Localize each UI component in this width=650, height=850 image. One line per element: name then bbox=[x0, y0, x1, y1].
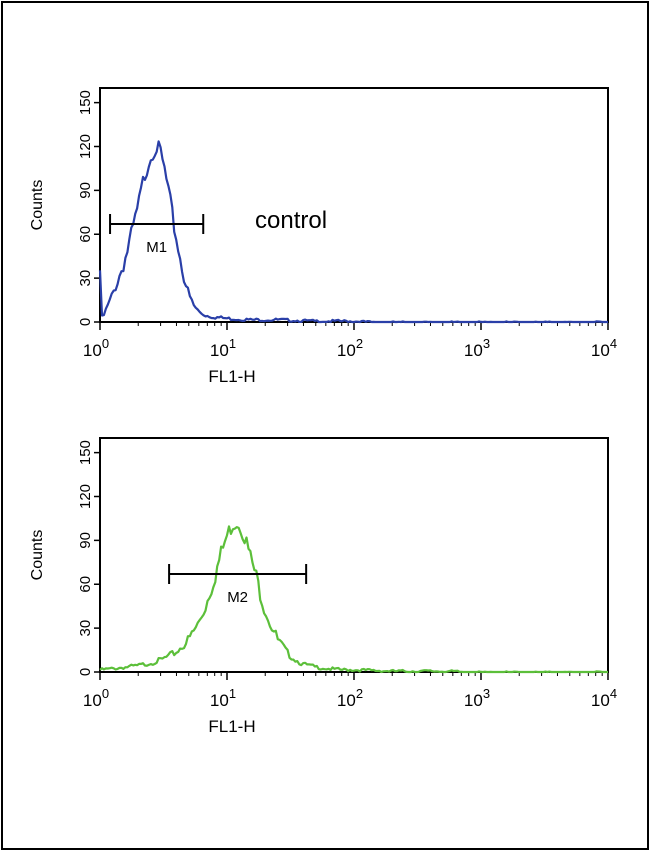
x-axis-label: FL1-H bbox=[208, 367, 255, 386]
y-tick-label: 30 bbox=[77, 270, 94, 287]
x-tick-label: 101 bbox=[210, 686, 236, 710]
x-tick-base: 10 bbox=[591, 691, 610, 710]
y-tick-label: 60 bbox=[77, 226, 94, 243]
y-tick-label: 90 bbox=[77, 182, 94, 199]
gate-label: M2 bbox=[227, 589, 248, 606]
x-tick-base: 10 bbox=[337, 691, 356, 710]
x-tick-exponent: 2 bbox=[356, 686, 363, 701]
x-tick-exponent: 3 bbox=[483, 336, 490, 351]
x-tick-label: 100 bbox=[83, 336, 109, 360]
y-tick-label: 150 bbox=[77, 440, 94, 465]
y-axis-label: Counts bbox=[29, 180, 46, 231]
annotation-control: control bbox=[255, 207, 327, 234]
x-tick-exponent: 3 bbox=[483, 686, 490, 701]
x-tick-exponent: 1 bbox=[229, 336, 236, 351]
y-tick-label: 120 bbox=[77, 484, 94, 509]
x-tick-label: 102 bbox=[337, 686, 363, 710]
x-tick-base: 10 bbox=[337, 341, 356, 360]
x-tick-label: 103 bbox=[464, 336, 490, 360]
x-tick-base: 10 bbox=[210, 341, 229, 360]
x-tick-label: 102 bbox=[337, 336, 363, 360]
y-tick-label: 60 bbox=[77, 576, 94, 593]
histogram-line bbox=[98, 140, 608, 324]
y-tick-label: 150 bbox=[77, 90, 94, 115]
plot-frame bbox=[99, 437, 609, 673]
x-tick-base: 10 bbox=[464, 341, 483, 360]
x-tick-base: 10 bbox=[464, 691, 483, 710]
x-tick-base: 10 bbox=[591, 341, 610, 360]
x-tick-exponent: 2 bbox=[356, 336, 363, 351]
x-tick-label: 100 bbox=[83, 686, 109, 710]
x-tick-exponent: 4 bbox=[610, 686, 617, 701]
histogram-line bbox=[99, 525, 608, 674]
x-axis-label: FL1-H bbox=[208, 717, 255, 736]
x-tick-base: 10 bbox=[210, 691, 229, 710]
x-tick-label: 103 bbox=[464, 686, 490, 710]
gate-label: M1 bbox=[146, 239, 167, 256]
x-tick-label: 104 bbox=[591, 686, 617, 710]
x-tick-exponent: 1 bbox=[229, 686, 236, 701]
x-tick-exponent: 0 bbox=[102, 686, 109, 701]
x-tick-exponent: 0 bbox=[102, 336, 109, 351]
x-tick-base: 10 bbox=[83, 341, 102, 360]
y-tick-label: 120 bbox=[77, 134, 94, 159]
x-tick-label: 104 bbox=[591, 336, 617, 360]
y-tick-label: 0 bbox=[77, 318, 94, 326]
y-tick-label: 0 bbox=[77, 668, 94, 676]
y-tick-label: 90 bbox=[77, 532, 94, 549]
x-tick-label: 101 bbox=[210, 336, 236, 360]
plot-frame bbox=[99, 87, 609, 323]
y-tick-label: 30 bbox=[77, 620, 94, 637]
x-tick-exponent: 4 bbox=[610, 336, 617, 351]
x-tick-base: 10 bbox=[83, 691, 102, 710]
y-axis-label: Counts bbox=[29, 530, 46, 581]
